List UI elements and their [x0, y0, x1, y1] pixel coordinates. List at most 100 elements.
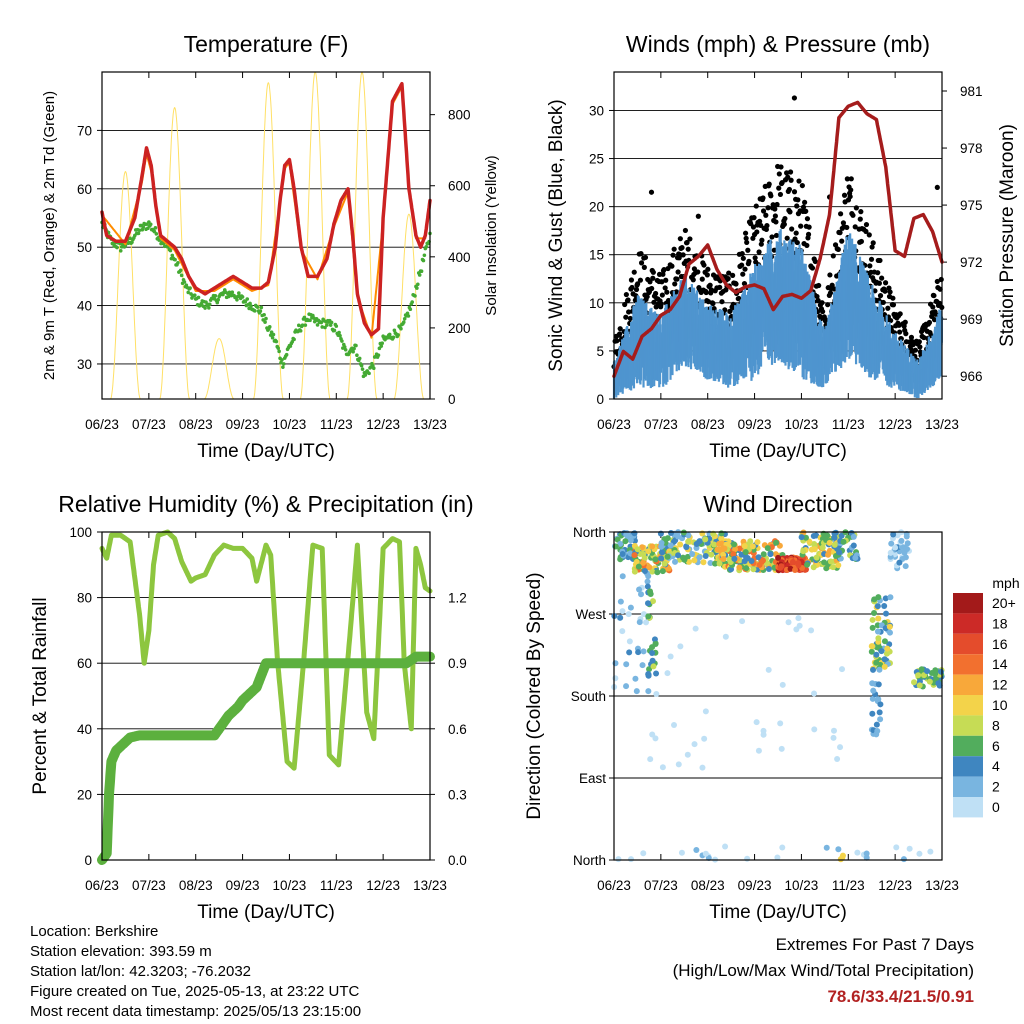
direction-point [883, 610, 890, 617]
direction-point [612, 660, 619, 667]
y-tick-label: 5 [596, 344, 604, 359]
direction-point [631, 568, 638, 575]
station-location: Location: Berkshire [30, 923, 159, 940]
y2-tick-label: 975 [960, 198, 983, 213]
direction-point [617, 614, 624, 621]
gust-point [629, 284, 635, 291]
direction-point [876, 709, 883, 716]
x-tick-label: 13/23 [413, 878, 447, 893]
gust-point [787, 169, 794, 175]
td-point [213, 293, 218, 298]
gust-point [641, 264, 647, 271]
gust-point [659, 279, 665, 285]
direction-point [886, 623, 893, 630]
gust-point [806, 224, 812, 230]
gust-point [632, 297, 638, 303]
gust-point [805, 231, 812, 237]
td-point [417, 273, 422, 277]
direction-point [881, 656, 888, 663]
gust-point [857, 216, 863, 222]
gust-point [730, 272, 736, 278]
direction-point [625, 611, 632, 618]
gust-point [897, 329, 903, 335]
x-axis-label: Time (Day/UTC) [197, 902, 335, 923]
gust-point [882, 280, 889, 286]
gust-point [852, 224, 858, 230]
gust-point [695, 269, 701, 275]
direction-point [863, 854, 870, 861]
td-point [352, 346, 356, 351]
td-point [359, 363, 364, 368]
plot-frame [613, 531, 943, 861]
direction-point [834, 755, 841, 762]
direction-point [875, 635, 882, 642]
x-tick-label: 11/23 [832, 878, 865, 893]
plot-frame [101, 71, 431, 400]
direction-point [617, 598, 624, 605]
direction-point [808, 546, 815, 553]
direction-point [628, 856, 635, 863]
direction-point [874, 603, 881, 610]
gust-point [736, 295, 742, 302]
gust-point [868, 256, 875, 262]
direction-point [774, 854, 781, 861]
gust-point [650, 275, 656, 281]
direction-point [868, 648, 875, 655]
gust-point [844, 224, 850, 231]
gust-point [844, 176, 850, 182]
direction-point [890, 531, 897, 538]
td-point [410, 300, 414, 304]
gust-point [687, 236, 693, 242]
direction-point [938, 668, 945, 675]
td-point [188, 286, 192, 290]
gust-point [685, 246, 691, 252]
td-point [176, 260, 180, 265]
td-point [267, 325, 272, 329]
td-point [340, 339, 344, 343]
gust-point [757, 218, 763, 224]
direction-point [626, 649, 633, 656]
direction-point [743, 565, 750, 572]
gust-point [781, 221, 787, 227]
direction-point [692, 625, 699, 632]
direction-point [619, 551, 626, 558]
td-point [240, 295, 245, 299]
direction-point [749, 543, 756, 550]
td-point [115, 245, 119, 250]
x-tick-label: 13/23 [925, 417, 959, 432]
y2-axis-label: Station Pressure (Maroon) [997, 124, 1018, 347]
direction-point [699, 764, 706, 771]
direction-point [827, 558, 834, 565]
gust-point [848, 187, 854, 193]
legend-swatch [953, 695, 983, 716]
gust-point [763, 212, 769, 218]
direction-point [754, 539, 761, 546]
x-tick-label: 10/23 [273, 878, 307, 893]
td-point [328, 323, 333, 327]
gust-point [633, 286, 640, 293]
station-elevation: Station elevation: 393.59 m [30, 943, 212, 960]
gust-point [658, 301, 664, 307]
gust-point [788, 177, 794, 183]
td-point [268, 333, 273, 337]
gust-point [742, 230, 749, 236]
gust-point [707, 282, 713, 288]
direction-point [804, 561, 811, 568]
gust-point [863, 221, 870, 228]
gust-point [751, 215, 757, 221]
td-point [270, 335, 275, 340]
gust-point [623, 314, 629, 320]
direction-point [696, 554, 703, 561]
y2-tick-label: 0.0 [448, 853, 467, 868]
gust-point [663, 277, 669, 283]
direction-point [661, 560, 668, 567]
gust-point [863, 228, 869, 234]
station-latlon: Station lat/lon: 42.3203; -76.2032 [30, 963, 252, 980]
x-tick-label: 08/23 [691, 417, 725, 432]
td-point [315, 323, 320, 327]
td-point [280, 358, 284, 362]
gust-point [869, 244, 875, 250]
td-point [342, 345, 347, 349]
direction-point [721, 545, 728, 552]
